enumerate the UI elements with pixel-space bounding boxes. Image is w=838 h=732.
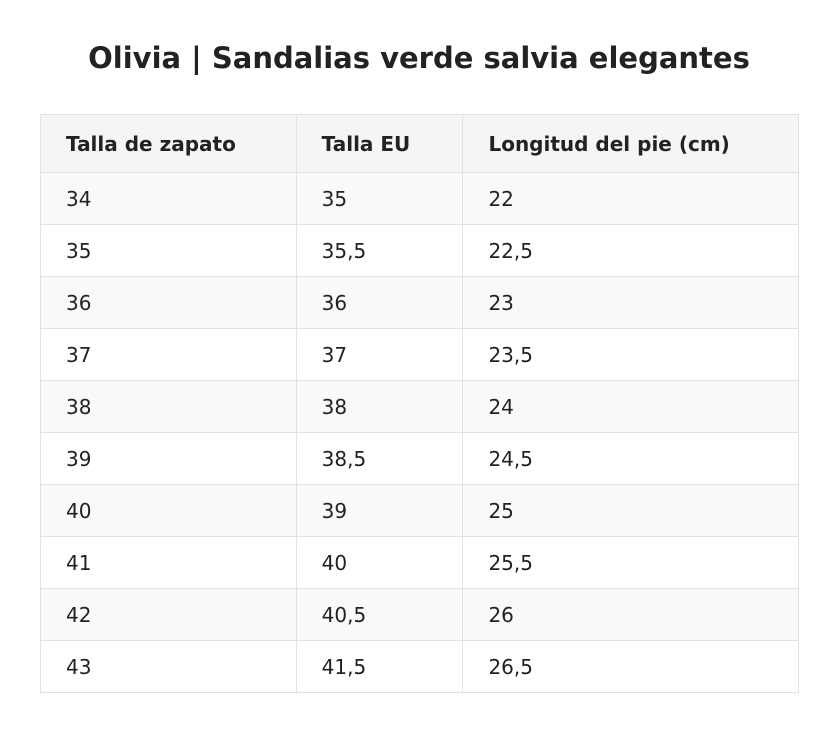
table-cell: 40,5: [295, 588, 464, 641]
table-cell: 40: [295, 536, 464, 589]
table-cell: 36: [40, 276, 297, 329]
table-cell: 39: [295, 484, 464, 537]
table-cell: 22,5: [462, 224, 799, 277]
table-cell: 42: [40, 588, 297, 641]
column-header: Longitud del pie (cm): [462, 114, 799, 173]
table-cell: 24,5: [462, 432, 799, 485]
table-row: 34 35 22: [40, 172, 799, 225]
table-row: 42 40,5 26: [40, 588, 799, 641]
table-row: 40 39 25: [40, 484, 799, 537]
table-cell: 40: [40, 484, 297, 537]
table-cell: 23: [462, 276, 799, 329]
table-cell: 22: [462, 172, 799, 225]
size-table: Talla de zapato Talla EU Longitud del pie …: [40, 114, 799, 693]
column-header: Talla EU: [295, 114, 464, 173]
table-body: 34 35 22 35 35,5 22,5 36 36 23 37 37 23,5 38 38 24 39 38…: [40, 172, 799, 693]
table-cell: 41,5: [295, 640, 464, 693]
table-cell: 23,5: [462, 328, 799, 381]
table-cell: 35: [40, 224, 297, 277]
page-title: Olivia | Sandalias verde salvia elegante…: [88, 41, 750, 75]
table-cell: 25,5: [462, 536, 799, 589]
table-cell: 25: [462, 484, 799, 537]
table-cell: 26: [462, 588, 799, 641]
table-cell: 39: [40, 432, 297, 485]
table-cell: 35: [295, 172, 464, 225]
table-row: 38 38 24: [40, 380, 799, 433]
table-cell: 36: [295, 276, 464, 329]
table-row: 43 41,5 26,5: [40, 640, 799, 693]
table-cell: 43: [40, 640, 297, 693]
table-cell: 38: [295, 380, 464, 433]
table-cell: 26,5: [462, 640, 799, 693]
table-cell: 35,5: [295, 224, 464, 277]
table-row: 41 40 25,5: [40, 536, 799, 589]
table-cell: 41: [40, 536, 297, 589]
table-cell: 37: [295, 328, 464, 381]
table-cell: 38,5: [295, 432, 464, 485]
table-cell: 34: [40, 172, 297, 225]
table-cell: 37: [40, 328, 297, 381]
header-row: Talla de zapato Talla EU Longitud del pie …: [40, 114, 799, 173]
table-row: 36 36 23: [40, 276, 799, 329]
table-row: 37 37 23,5: [40, 328, 799, 381]
table-header: Talla de zapato Talla EU Longitud del pie …: [40, 114, 799, 173]
column-header: Talla de zapato: [40, 114, 297, 173]
table-cell: 38: [40, 380, 297, 433]
table-row: 39 38,5 24,5: [40, 432, 799, 485]
table-cell: 24: [462, 380, 799, 433]
table-row: 35 35,5 22,5: [40, 224, 799, 277]
